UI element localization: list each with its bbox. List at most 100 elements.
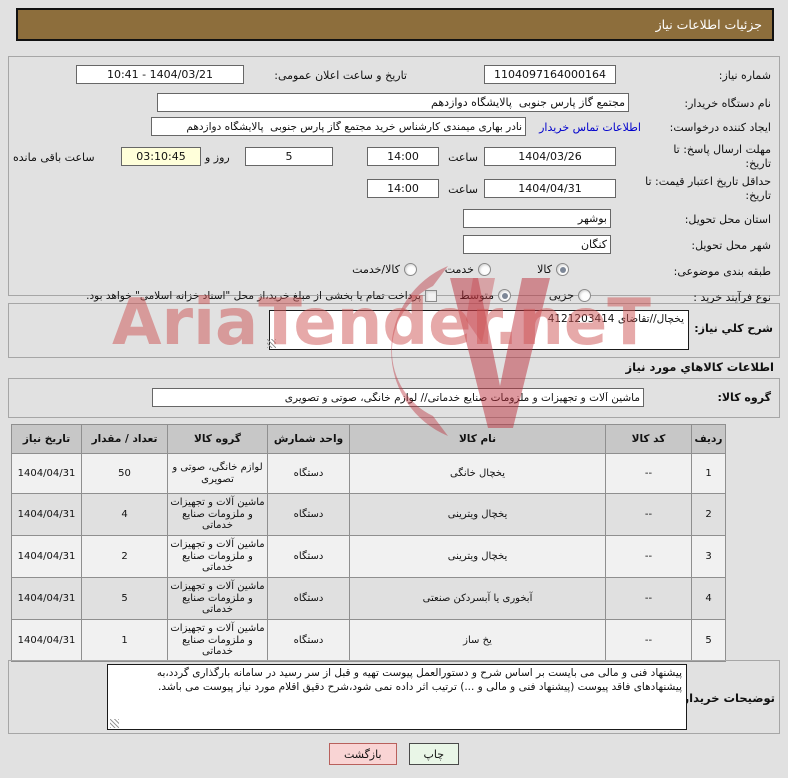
table-cell: دستگاه — [267, 535, 350, 578]
need-number-input[interactable] — [484, 65, 616, 84]
radio-label: خدمت — [444, 263, 474, 276]
table-row: 4 -- آبخوری یا آبسردکن صنعتی دستگاه ماشین آل… — [11, 577, 726, 620]
resize-grip-icon[interactable] — [267, 339, 276, 348]
table-row: 5 -- یخ ساز دستگاه ماشین آلات و تجهیزات و مل… — [11, 619, 726, 662]
resize-grip-icon[interactable] — [110, 719, 119, 728]
buyer-notes-label: توضيحات خريدار: — [677, 691, 775, 705]
back-button[interactable]: بازگشت — [328, 743, 397, 765]
goods-section-title: اطلاعات كالاهاي مورد نياز — [625, 360, 774, 374]
table-cell: 1 — [81, 619, 168, 662]
table-header-cell: ردیف — [691, 424, 726, 454]
table-cell: 1404/04/31 — [11, 619, 82, 662]
table-cell: -- — [605, 453, 692, 494]
need-number-label: شماره نیاز: — [718, 69, 771, 82]
reply-deadline-label: مهلت ارسال پاسخ: تا تاریخ: — [673, 143, 771, 170]
goods-group-input[interactable] — [152, 388, 644, 407]
general-description-textarea[interactable]: یخچال//تقاضای 4121203414 — [269, 310, 689, 350]
table-header-cell: گروه کالا — [167, 424, 268, 454]
buyer-org-input[interactable] — [157, 93, 629, 112]
need-info-panel: شماره نیاز: تاریخ و ساعت اعلان عمومی: نا… — [8, 56, 780, 304]
goods-group-panel: گروه کالا: — [8, 378, 780, 418]
table-cell: 1404/04/31 — [11, 535, 82, 578]
remaining-countdown-field — [121, 147, 201, 166]
buyer-contact-link[interactable]: اطلاعات تماس خریدار — [539, 121, 641, 134]
table-cell: ماشین آلات و تجهیزات و ملزومات صنایع خدم… — [167, 577, 268, 620]
general-description-panel: شرح كلي نياز: یخچال//تقاضای 4121203414 — [8, 303, 780, 358]
table-cell: یخچال ویترینی — [349, 493, 606, 536]
buyer-notes-panel: توضيحات خريدار: پیشنهاد فنی و مالی می با… — [8, 660, 780, 734]
reply-deadline-time-input[interactable] — [367, 147, 439, 166]
announce-datetime-input[interactable] — [76, 65, 244, 84]
page-title-bar: جزئیات اطلاعات نیاز — [16, 8, 774, 41]
table-cell: 1404/04/31 — [11, 493, 82, 536]
table-cell: 5 — [81, 577, 168, 620]
goods-table: ردیف کد کالا نام کالا واحد شمارش گروه کالا تع… — [11, 424, 726, 662]
table-cell: دستگاه — [267, 453, 350, 494]
remaining-days-label: روز و — [205, 151, 230, 164]
table-cell: 5 — [691, 619, 726, 662]
price-validity-date-input[interactable] — [484, 179, 616, 198]
table-cell: ماشین آلات و تجهیزات و ملزومات صنایع خدم… — [167, 493, 268, 536]
table-header-cell: تاریخ نیاز — [11, 424, 82, 454]
price-validity-hour-label: ساعت — [448, 183, 478, 196]
delivery-province-input[interactable] — [463, 209, 611, 228]
table-cell: آبخوری یا آبسردکن صنعتی — [349, 577, 606, 620]
table-cell: 1404/04/31 — [11, 577, 82, 620]
process-type-option-minor[interactable]: جزیی — [549, 289, 591, 302]
delivery-city-label: شهر محل تحویل: — [691, 239, 771, 252]
radio-label: متوسط — [459, 289, 494, 302]
classification-option-goods-service[interactable]: کالا/خدمت — [352, 263, 417, 276]
table-cell: لوازم خانگی، صوتی و تصویری — [167, 453, 268, 494]
table-cell: یخچال خانگی — [349, 453, 606, 494]
remaining-days-field — [245, 147, 333, 166]
price-validity-time-input[interactable] — [367, 179, 439, 198]
table-header-row: ردیف کد کالا نام کالا واحد شمارش گروه کالا تع… — [11, 424, 726, 454]
table-cell: 4 — [691, 577, 726, 620]
classification-option-service[interactable]: خدمت — [445, 263, 491, 276]
print-button[interactable]: چاپ — [408, 743, 460, 765]
page-title: جزئیات اطلاعات نیاز — [655, 17, 762, 32]
delivery-city-input[interactable] — [463, 235, 611, 254]
table-header-cell: کد کالا — [605, 424, 692, 454]
table-cell: یخچال ویترینی — [349, 535, 606, 578]
process-type-option-medium[interactable]: متوسط — [459, 289, 511, 302]
radio-icon[interactable] — [478, 263, 491, 276]
request-creator-label: ایجاد کننده درخواست: — [669, 121, 771, 134]
table-header-cell: نام کالا — [349, 424, 606, 454]
process-type-label: نوع فرآیند خرید : — [693, 291, 771, 304]
delivery-province-label: استان محل تحویل: — [684, 213, 771, 226]
table-cell: 2 — [81, 535, 168, 578]
radio-icon[interactable] — [556, 263, 569, 276]
goods-group-label: گروه کالا: — [717, 391, 771, 404]
radio-icon[interactable] — [578, 289, 591, 302]
reply-deadline-hour-label: ساعت — [448, 151, 478, 164]
table-row: 2 -- یخچال ویترینی دستگاه ماشین آلات و تجهیز… — [11, 493, 726, 536]
radio-icon[interactable] — [404, 263, 417, 276]
table-cell: 50 — [81, 453, 168, 494]
buyer-org-label: نام دستگاه خریدار: — [684, 97, 771, 110]
table-cell: دستگاه — [267, 493, 350, 536]
general-description-label: شرح كلي نياز: — [694, 322, 773, 335]
radio-label: جزیی — [548, 289, 574, 302]
classification-option-goods[interactable]: کالا — [537, 263, 569, 276]
table-row: 1 -- یخچال خانگی دستگاه لوازم خانگی، صوتی و … — [11, 453, 726, 494]
table-cell: یخ ساز — [349, 619, 606, 662]
checkbox-label: پرداخت تمام یا بخشی از مبلغ خرید،از محل … — [86, 290, 421, 302]
table-row: 3 -- یخچال ویترینی دستگاه ماشین آلات و تجهیز… — [11, 535, 726, 578]
request-creator-input[interactable] — [151, 117, 526, 136]
table-cell: -- — [605, 535, 692, 578]
table-cell: 3 — [691, 535, 726, 578]
announce-datetime-label: تاریخ و ساعت اعلان عمومی: — [274, 69, 407, 82]
buyer-notes-textarea[interactable]: پیشنهاد فنی و مالی می بایست بر اساس شرح … — [107, 664, 687, 730]
radio-label: کالا — [537, 263, 552, 276]
table-cell: دستگاه — [267, 619, 350, 662]
radio-icon[interactable] — [498, 289, 511, 302]
table-cell: -- — [605, 493, 692, 536]
reply-deadline-date-input[interactable] — [484, 147, 616, 166]
table-cell: 2 — [691, 493, 726, 536]
table-cell: 4 — [81, 493, 168, 536]
treasury-payment-checkbox-group[interactable]: پرداخت تمام یا بخشی از مبلغ خرید،از محل … — [86, 290, 437, 302]
footer-actions: چاپ بازگشت — [0, 743, 788, 765]
checkbox-icon[interactable] — [425, 290, 437, 302]
